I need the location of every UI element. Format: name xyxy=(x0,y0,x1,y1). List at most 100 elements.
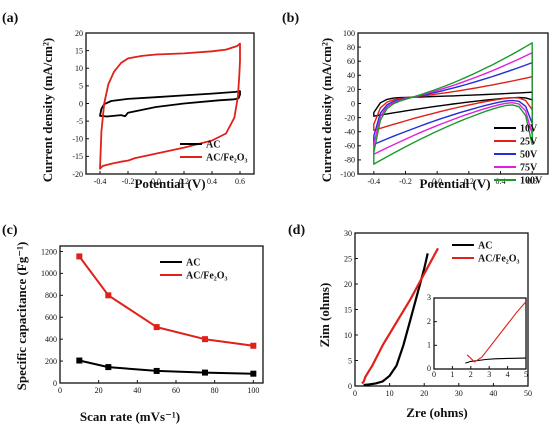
panel-b-xlabel: Potential (V) xyxy=(419,176,490,191)
panel-c-ytick-label: 600 xyxy=(45,313,57,322)
panel-d-ytick-label: 25 xyxy=(344,254,352,263)
panel-b-legend-entry: 10V xyxy=(520,124,538,135)
panel-d-xtick-label: 30 xyxy=(455,389,463,398)
panel-c-ylabel: Specific capacitance (Fg⁻¹) xyxy=(14,242,29,391)
panel-b-ytick-label: 20 xyxy=(347,85,355,94)
panel-d-inset-xtick-label: 5 xyxy=(524,370,528,379)
panel-b-ytick-label: -100 xyxy=(340,170,355,179)
panel-a-ylabel: Current density (mA/cm²) xyxy=(40,38,55,182)
panel-b-ytick-label: 100 xyxy=(343,29,355,38)
panel-c-xtick-label: 20 xyxy=(95,386,103,395)
panel-a-ytick-label: -20 xyxy=(72,170,83,179)
panel-a-legend: AC AC/Fe₂O₃ xyxy=(180,140,248,164)
panel-a-series-line xyxy=(99,90,241,118)
panel-d-ytick-label: 30 xyxy=(344,229,352,238)
panel-b-legend-entry: 100V xyxy=(520,176,543,187)
panel-a-legend-entry: AC/Fe₂O₃ xyxy=(206,153,248,164)
panel-c-ytick-label: 800 xyxy=(45,291,57,300)
panel-b-ytick-label: -40 xyxy=(344,128,355,137)
panel-d-legend: AC AC/Fe₂O₃ xyxy=(452,241,520,265)
panel-d-inset-frame xyxy=(433,297,527,370)
panel-a: (a) Current density (mA/cm²) Potential (… xyxy=(2,11,206,191)
panel-b: (b) Current density (mA/cm²) Potential (… xyxy=(282,11,491,191)
panel-a-ytick-label: -5 xyxy=(76,117,83,126)
panel-c-xtick-label: 40 xyxy=(133,386,141,395)
panel-b-ytick-label: -80 xyxy=(344,156,355,165)
panel-c-point xyxy=(105,364,112,371)
panel-c-label: (c) xyxy=(2,223,18,238)
panel-d-inset-series-line xyxy=(466,301,527,363)
panel-b-xtick-label: 0.2 xyxy=(464,177,474,186)
panel-d-xtick-label: 10 xyxy=(386,389,394,398)
panel-a-series-line xyxy=(99,42,241,170)
panel-c-point xyxy=(153,367,160,374)
panel-b-xtick-label: -0.2 xyxy=(399,177,412,186)
panel-c-point xyxy=(153,324,160,331)
panel-c-point xyxy=(76,357,83,364)
panel-b-legend-entry: 25V xyxy=(520,137,538,148)
panel-d-inset-axes: 0 1 2 3 4 5 0 1 2 3 xyxy=(427,293,528,379)
panel-a-ytick-label: -15 xyxy=(72,152,83,161)
panel-d-ytick-label: 10 xyxy=(344,331,352,340)
panel-b-label: (b) xyxy=(282,11,299,26)
panel-d-xtick-label: 0 xyxy=(353,389,357,398)
panel-b-series-line xyxy=(373,42,533,165)
panel-d-inset-xtick-label: 2 xyxy=(469,370,473,379)
panel-b-xtick-label: 0.4 xyxy=(496,177,506,186)
panel-d-xtick-label: 50 xyxy=(524,389,532,398)
panel-d-inset-series-line xyxy=(465,357,527,364)
panel-a-ytick-label: 0 xyxy=(79,99,83,108)
panel-a-ytick-label: -10 xyxy=(72,135,83,144)
panel-b-ylabel: Current density (mA/cm²) xyxy=(319,38,334,182)
panel-a-xtick-label: 0.0 xyxy=(151,177,161,186)
panel-c-ytick-label: 400 xyxy=(45,335,57,344)
panel-b-axes: -0.4 -0.2 0.0 0.2 0.4 0.6 -100 -80 -60 -40 -20 0 20 4… xyxy=(340,29,549,186)
panel-d-inset-ytick-label: 0 xyxy=(427,364,431,373)
panel-c-ytick-label: 200 xyxy=(45,357,57,366)
panel-a-xtick-label: -0.4 xyxy=(94,177,107,186)
panel-d-label: (d) xyxy=(288,223,305,238)
panel-c-point xyxy=(105,292,112,299)
panel-a-legend-entry: AC xyxy=(206,140,220,151)
panel-b-series-line xyxy=(373,91,533,117)
panel-c-ytick-label: 0 xyxy=(53,379,57,388)
panel-c-point xyxy=(202,336,208,343)
panel-b-xtick-label: 0.6 xyxy=(527,177,537,186)
panel-b-legend-entry: 50V xyxy=(520,150,538,161)
panel-b-ytick-label: -60 xyxy=(344,142,355,151)
panel-c-legend-entry: AC xyxy=(186,258,200,269)
panel-a-xlabel: Potential (V) xyxy=(134,176,205,191)
panel-c-point xyxy=(202,369,208,376)
panel-c-xtick-label: 100 xyxy=(247,386,259,395)
panel-a-ytick-label: 5 xyxy=(79,82,83,91)
panel-b-legend-entry: 75V xyxy=(520,163,538,174)
panel-c-ytick-label: 1200 xyxy=(41,247,57,256)
panel-c-xtick-label: 80 xyxy=(211,386,219,395)
panel-d-ytick-label: 20 xyxy=(344,280,352,289)
panel-c-ytick-label: 1000 xyxy=(41,269,57,278)
panel-d-xlabel: Zre (ohms) xyxy=(406,405,468,420)
panel-c-legend-entry: AC/Fe₂O₃ xyxy=(186,271,228,282)
panel-b-ytick-label: -20 xyxy=(344,113,355,122)
panel-d-xtick-label: 40 xyxy=(489,389,497,398)
panel-a-ytick-label: 15 xyxy=(75,46,83,55)
panel-d-xtick-label: 20 xyxy=(420,389,428,398)
panel-a-xtick-label: -0.2 xyxy=(122,177,135,186)
panel-d-inset-xtick-label: 4 xyxy=(506,370,510,379)
panel-d: (d) Zim (ohms) Zre (ohms) xyxy=(288,223,468,420)
panel-a-xtick-label: 0.4 xyxy=(207,177,217,186)
panel-d-series-line xyxy=(363,253,429,387)
panel-c-point xyxy=(250,342,257,349)
panel-d-ylabel: Zim (ohms) xyxy=(317,283,332,348)
panel-c-point xyxy=(76,253,83,260)
panel-d-inset-xtick-label: 0 xyxy=(432,370,436,379)
panel-a-xtick-label: 0.2 xyxy=(179,177,189,186)
panel-c-point xyxy=(250,370,257,377)
panel-a-axes: -0.4 -0.2 0.0 0.2 0.4 0.6 -20 -15 -10 -5 0 5 10 15 20 xyxy=(72,29,255,186)
panel-c-frame xyxy=(59,245,264,384)
panel-a-xtick-label: 0.6 xyxy=(235,177,245,186)
panel-b-ytick-label: 60 xyxy=(347,57,355,66)
panel-d-inset-xtick-label: 1 xyxy=(450,370,454,379)
